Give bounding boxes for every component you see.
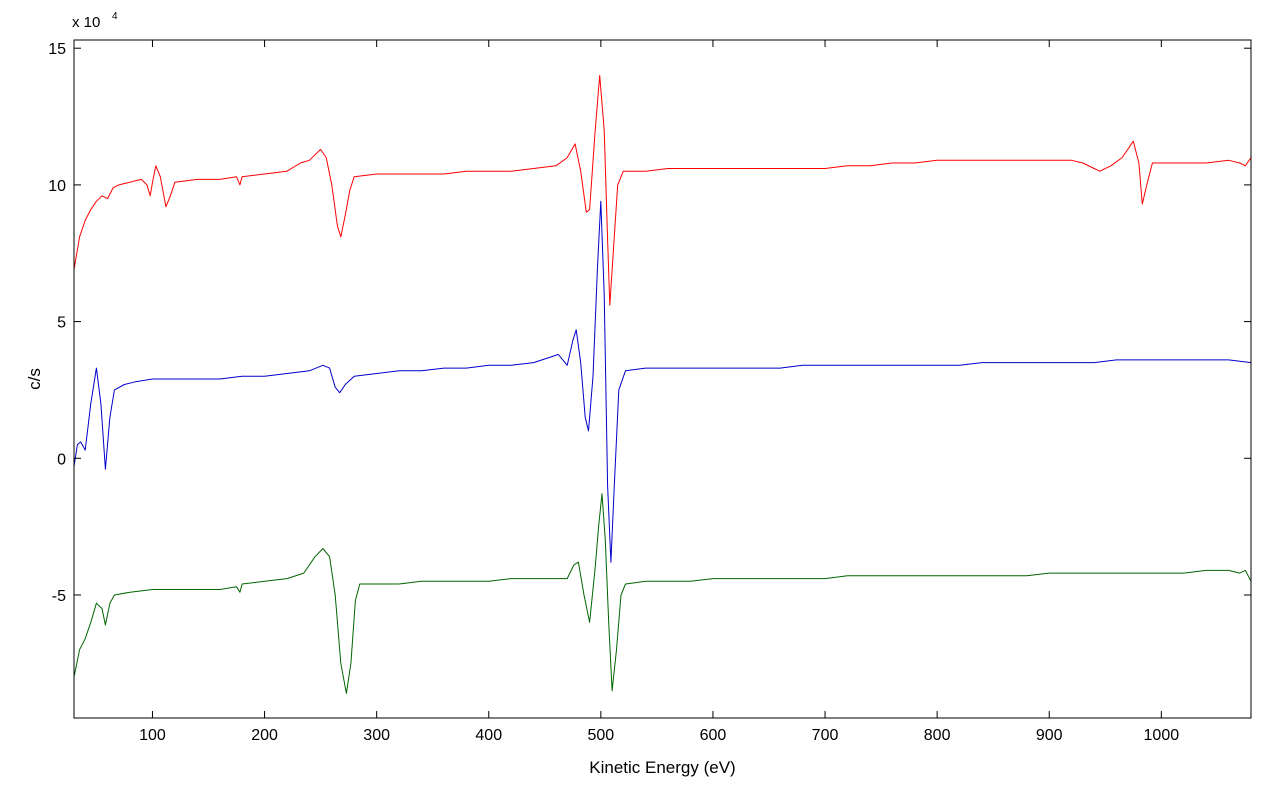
x-tick-label: 400 xyxy=(475,727,502,744)
x-tick-label: 700 xyxy=(812,727,839,744)
series-layer xyxy=(73,75,1252,694)
x-tick-label: 600 xyxy=(700,727,727,744)
series-line-3 xyxy=(73,493,1252,694)
x-tick-label: 300 xyxy=(363,727,390,744)
x-tick-label: 100 xyxy=(139,727,166,744)
x-tick-label: 800 xyxy=(924,727,951,744)
y-tick-label: 15 xyxy=(48,41,66,58)
y-tick-label: 10 xyxy=(48,178,66,195)
y-multiplier-base: x 10 xyxy=(72,14,100,31)
tick-layer: 100 200 300 400 500 600 700 800 900 1000 -5 0 5 10 15 xyxy=(48,40,1251,744)
x-tick-label: 1000 xyxy=(1144,727,1180,744)
series-line-1 xyxy=(73,75,1252,306)
y-tick-label: -5 xyxy=(52,588,66,605)
x-tick-label: 500 xyxy=(587,727,614,744)
y-axis-label: c/s xyxy=(25,368,44,390)
y-tick-label: 0 xyxy=(57,451,66,468)
series-line-2 xyxy=(73,200,1252,563)
y-multiplier-exponent: 4 xyxy=(112,11,118,22)
y-tick-label: 5 xyxy=(57,315,66,332)
x-tick-label: 200 xyxy=(251,727,278,744)
x-tick-label: 900 xyxy=(1036,727,1063,744)
x-axis-label: Kinetic Energy (eV) xyxy=(589,758,735,777)
plot-area-frame xyxy=(73,39,1252,719)
